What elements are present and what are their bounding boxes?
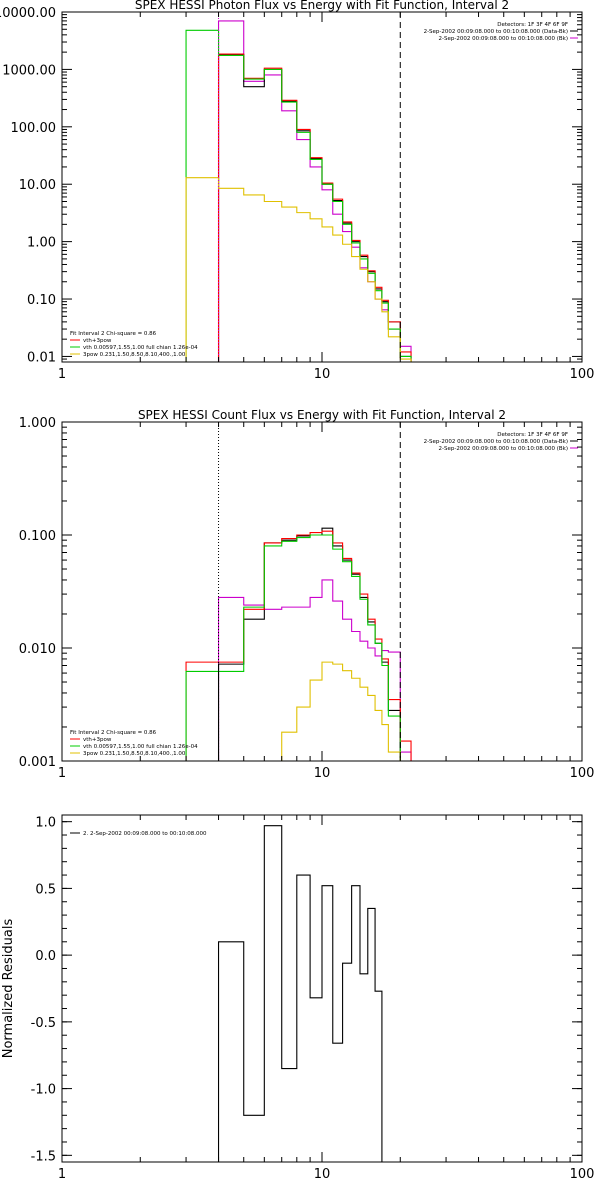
x-tick-label: 1	[58, 1167, 66, 1182]
y-tick-label: -1.0	[31, 1083, 56, 1098]
series-line-2	[185, 530, 412, 761]
y-tick-label: 0.10	[27, 293, 56, 308]
y-tick-label: 100.00	[11, 121, 57, 136]
x-tick-label: 1	[58, 766, 66, 781]
y-tick-label: 1000.00	[2, 63, 56, 78]
legend-right-entry: 2-Sep-2002 00:09:08.000 to 00:10:08.000 …	[424, 439, 568, 445]
photon-flux-panel: SPEX HESSI Photon Flux vs Energy with Fi…	[0, 0, 594, 382]
y-tick-label: -1.5	[31, 1149, 56, 1164]
series-line-0	[217, 825, 383, 1162]
y-tick-label: 0.001	[19, 755, 56, 770]
x-tick-label: 100	[570, 1167, 595, 1182]
legend-right-entry: Detectors: 1F 3F 4F 6F 9F	[497, 22, 568, 28]
residuals-panel: Normalized Residuals 1 10 100 -1.5 -1.0 -0.5 0…	[1, 814, 595, 1182]
y-tick-label: 0.5	[35, 882, 56, 897]
series-line-4	[263, 661, 401, 761]
legend-right-entry: 2-Sep-2002 00:09:08.000 to 00:10:08.000 …	[439, 36, 569, 42]
y-tick-label: 10.00	[19, 178, 56, 193]
x-tick-label: 100	[570, 367, 595, 382]
x-tick-label: 1	[58, 367, 66, 382]
legend-left-entry: vth 0.00597,1.55,1.00 full chian 1.26e-0…	[83, 744, 198, 750]
legend-left-entry: 3pow 0.231,1.50,8.50,8.10,400.,1.00	[83, 751, 186, 757]
y-tick-label: 1.000	[19, 416, 56, 431]
x-tick-label: 10	[314, 1167, 331, 1182]
y-tick-label: 10000.00	[0, 6, 56, 21]
series-line-1	[217, 54, 412, 362]
series-line-3	[185, 534, 412, 761]
series-line-0	[217, 20, 412, 362]
y-axis-label: Normalized Residuals	[1, 919, 16, 1059]
legend-left-entry: Fit Interval 2 Chi-square = 0.86	[70, 730, 157, 736]
plot-area	[185, 20, 412, 362]
y-tick-label: 0.010	[19, 642, 56, 657]
x-tick-label: 10	[314, 766, 331, 781]
y-tick-label: 1.00	[27, 236, 56, 251]
y-tick-label: 0.01	[27, 350, 56, 365]
legend-right-entry: 2-Sep-2002 00:09:08.000 to 00:10:08.000 …	[439, 446, 569, 452]
series-line-3	[185, 29, 412, 362]
series-line-4	[185, 177, 412, 362]
count-flux-panel: SPEX HESSI Count Flux vs Energy with Fit…	[19, 408, 595, 781]
x-tick-label: 10	[314, 367, 331, 382]
legend-right-entry: Detectors: 1F 3F 4F 6F 9F	[497, 432, 568, 438]
series-line-0	[217, 579, 412, 761]
series-line-2	[217, 53, 412, 362]
legend-left-entry: vth 0.00597,1.55,1.00 full chian 1.26e-0…	[83, 345, 198, 351]
x-tick-label: 100	[570, 766, 595, 781]
legend-left-entry: vth+3pow	[83, 338, 112, 344]
chart-title: SPEX HESSI Photon Flux vs Energy with Fi…	[135, 0, 509, 12]
y-tick-label: 1.0	[35, 816, 56, 831]
y-tick-label: 0.100	[19, 529, 56, 544]
legend-left-entry: 2. 2-Sep-2002 00:09:08.000 to 00:10:08.0…	[83, 831, 207, 837]
plot-area	[217, 825, 383, 1162]
legend-right-entry: 2-Sep-2002 00:09:08.000 to 00:10:08.000 …	[424, 29, 568, 35]
legend-left-entry: 3pow 0.231,1.50,8.50,8.10,400.,1.00	[83, 352, 186, 358]
legend-left-entry: Fit Interval 2 Chi-square = 0.86	[70, 331, 157, 337]
plot-area	[185, 527, 412, 761]
chart-title: SPEX HESSI Count Flux vs Energy with Fit…	[138, 408, 506, 422]
y-tick-label: 0.0	[35, 949, 56, 964]
y-tick-label: -0.5	[31, 1016, 56, 1031]
legend-left-entry: vth+3pow	[83, 737, 112, 743]
